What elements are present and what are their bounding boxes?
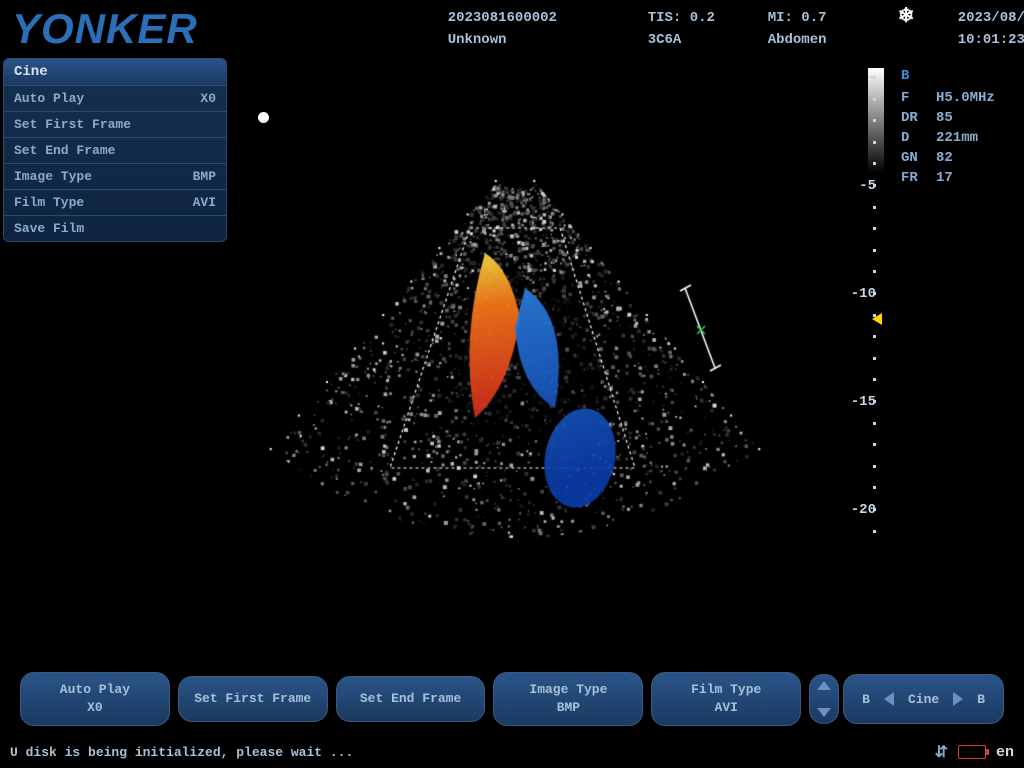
- imaging-area: - -5 -10 -15 -20 B FH5.0MHz DR85 D221mm …: [0, 58, 1024, 648]
- bottom-toolbar: Auto Play X0 Set First Frame Set End Fra…: [20, 672, 1004, 726]
- tis-value: TIS: 0.2: [648, 7, 768, 29]
- patient-name: Unknown: [448, 29, 648, 51]
- logo: YONKER: [12, 5, 198, 53]
- nav-up-icon[interactable]: [817, 681, 831, 690]
- ultrasound-image[interactable]: [230, 58, 820, 598]
- usb-icon: ⇵: [935, 742, 948, 762]
- nav-mode-label: Cine: [908, 692, 939, 707]
- nav-right-b[interactable]: B: [977, 692, 985, 707]
- time-value: 10:01:23: [958, 29, 1024, 51]
- status-message: U disk is being initialized, please wait…: [10, 745, 353, 760]
- nav-left-b[interactable]: B: [862, 692, 870, 707]
- probe-value: 3C6A: [648, 29, 768, 51]
- depth-marker[interactable]: [872, 313, 882, 325]
- battery-icon: [958, 745, 986, 759]
- language-label[interactable]: en: [996, 744, 1014, 761]
- filmtype-button[interactable]: Film Type AVI: [651, 672, 801, 726]
- nav-right-icon[interactable]: [953, 692, 963, 706]
- date-value: 2023/08/16: [958, 7, 1024, 29]
- endframe-button[interactable]: Set End Frame: [336, 676, 486, 722]
- nav-center: B Cine B: [843, 674, 1004, 724]
- mi-value: MI: 0.7: [768, 7, 898, 29]
- header-bar: YONKER 2023081600002 Unknown TIS: 0.2 3C…: [0, 0, 1024, 58]
- nav-updown: [809, 674, 839, 724]
- mode-label: B: [901, 68, 1016, 84]
- patient-id: 2023081600002: [448, 7, 648, 29]
- firstframe-button[interactable]: Set First Frame: [178, 676, 328, 722]
- imaging-params: B FH5.0MHz DR85 D221mm GN82 FR17: [901, 68, 1016, 188]
- freeze-icon[interactable]: ❄: [898, 7, 958, 29]
- autoplay-button[interactable]: Auto Play X0: [20, 672, 170, 726]
- nav-left-icon[interactable]: [884, 692, 894, 706]
- depth-scale: - -5 -10 -15 -20: [836, 68, 876, 518]
- status-bar: U disk is being initialized, please wait…: [10, 742, 1014, 762]
- nav-down-icon[interactable]: [817, 708, 831, 717]
- exam-type: Abdomen: [768, 29, 898, 51]
- imagetype-button[interactable]: Image Type BMP: [493, 672, 643, 726]
